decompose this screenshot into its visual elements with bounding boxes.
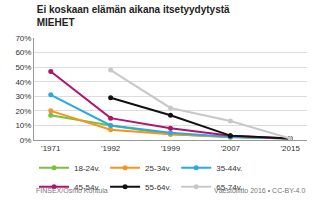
svg-text:45-54v.: 45-54v. xyxy=(74,183,100,192)
svg-text:40%: 40% xyxy=(15,78,31,87)
svg-text:'1999: '1999 xyxy=(161,144,181,153)
svg-text:'1971: '1971 xyxy=(41,144,61,153)
svg-text:25-34v.: 25-34v. xyxy=(145,164,171,173)
svg-text:'2015: '2015 xyxy=(281,144,301,153)
svg-text:FINSEX/Osmo Kontula: FINSEX/Osmo Kontula xyxy=(36,187,108,194)
svg-text:20%: 20% xyxy=(15,107,31,116)
svg-text:'1992: '1992 xyxy=(101,144,121,153)
svg-text:70%: 70% xyxy=(15,34,31,43)
svg-text:10%: 10% xyxy=(15,121,31,130)
svg-text:60%: 60% xyxy=(15,48,31,57)
svg-text:65-74v.: 65-74v. xyxy=(216,183,242,192)
svg-text:55-64v.: 55-64v. xyxy=(145,183,171,192)
svg-text:Ei koskaan elämän aikana itset: Ei koskaan elämän aikana itsetyydytystäM… xyxy=(37,4,230,28)
svg-text:Väestöliitto 2016 • CC-BY-4.0: Väestöliitto 2016 • CC-BY-4.0 xyxy=(214,187,305,194)
svg-text:0%: 0% xyxy=(20,136,32,145)
svg-text:50%: 50% xyxy=(15,63,31,72)
svg-text:18-24v.: 18-24v. xyxy=(74,164,100,173)
svg-text:'2007: '2007 xyxy=(221,144,241,153)
svg-text:30%: 30% xyxy=(15,92,31,101)
svg-text:35-44v.: 35-44v. xyxy=(216,164,242,173)
